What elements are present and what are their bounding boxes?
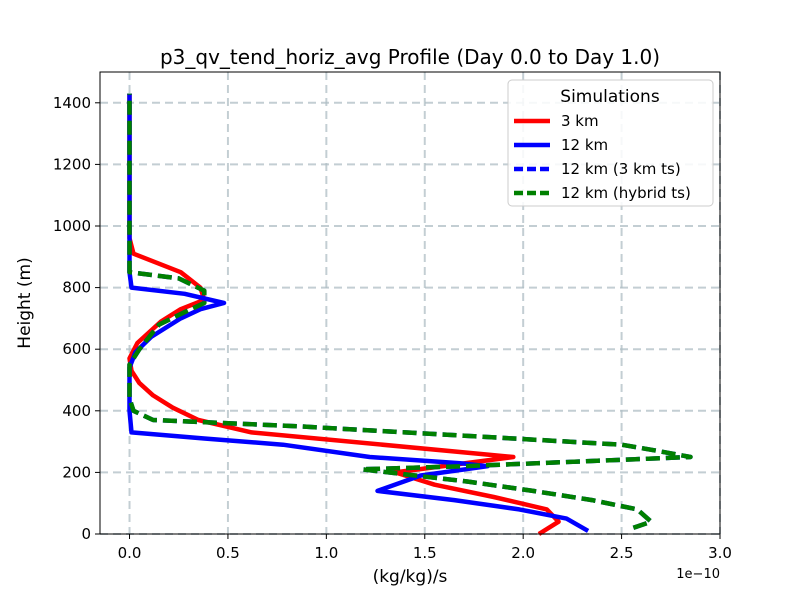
- series-line-2: [127, 93, 590, 533]
- legend-box: [507, 79, 714, 207]
- y-tick-label: 1000: [53, 217, 91, 235]
- x-tick-label: 0.0: [118, 544, 142, 562]
- y-tick-label: 800: [62, 279, 91, 297]
- x-tick-label: 3.0: [708, 544, 732, 562]
- y-tick-label: 600: [62, 340, 91, 358]
- y-axis-label: Height (m): [15, 257, 35, 348]
- y-tick-label: 1200: [53, 155, 91, 173]
- y-tick-label: 200: [62, 463, 91, 481]
- data-series: [127, 93, 693, 536]
- x-tick-label: 2.0: [511, 544, 535, 562]
- chart-title: p3_qv_tend_horiz_avg Profile (Day 0.0 to…: [160, 45, 660, 69]
- legend-label-4: 12 km (hybrid ts): [561, 184, 691, 202]
- y-tick-label: 400: [62, 402, 91, 420]
- plot-frame: [99, 71, 721, 535]
- legend-label-1: 3 km: [561, 112, 599, 130]
- y-tick-label: 1400: [53, 94, 91, 112]
- legend-label-3: 12 km (3 km ts): [561, 160, 681, 178]
- legend-label-2: 12 km: [561, 136, 608, 154]
- series-line-4: [127, 93, 693, 530]
- x-axis-offset-label: 1e−10: [676, 567, 720, 582]
- x-axis-label: (kg/kg)/s: [373, 567, 448, 587]
- y-tick-label: 0: [81, 525, 91, 543]
- legend-title: Simulations: [560, 87, 660, 107]
- x-tick-label: 1.5: [413, 544, 437, 562]
- x-tick-label: 0.5: [216, 544, 240, 562]
- legend: Simulations 3 km 12 km 12 km (3 km ts) 12 k…: [507, 79, 714, 207]
- x-tick-label: 2.5: [610, 544, 634, 562]
- legend-items: 3 km 12 km 12 km (3 km ts) 12 km (hybrid ts…: [514, 112, 691, 202]
- x-tick-label: 1.0: [314, 544, 338, 562]
- axis-ticks: 0.0 0.5 1.0 1.5 2.0 2.5 3.0 0 200 400 600 800 1000 12…: [53, 94, 732, 562]
